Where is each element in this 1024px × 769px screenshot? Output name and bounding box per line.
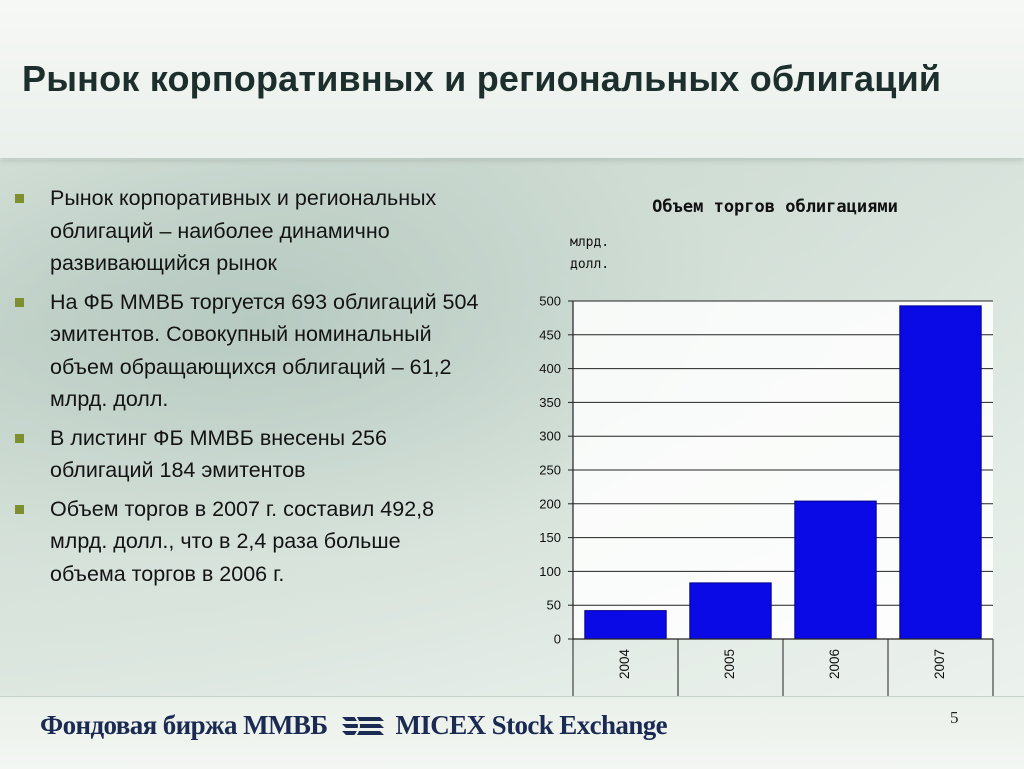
micex-logo-icon xyxy=(341,713,384,738)
bullet-text: Рынок корпоративных и региональных облиг… xyxy=(50,186,437,275)
bar-chart: 0 50 100 150 200 250 300 350 400 450 500 2004 2005 20… xyxy=(539,294,994,696)
y-axis-unit: млрд. долл. xyxy=(570,232,609,276)
y-tick-label: 500 xyxy=(539,294,561,309)
bar xyxy=(584,610,667,640)
y-tick-label: 50 xyxy=(547,598,561,613)
y-tick-label: 400 xyxy=(539,361,561,376)
x-tick-label: 2005 xyxy=(722,649,737,679)
bullet-item: В листинг ФБ ММВБ внесены 256 облигаций … xyxy=(12,422,482,487)
bar xyxy=(794,500,877,640)
bullet-item: Рынок корпоративных и региональных облиг… xyxy=(12,182,482,280)
square-bullet-icon xyxy=(15,504,24,514)
y-tick-label: 200 xyxy=(539,496,561,511)
square-bullet-icon xyxy=(15,433,24,443)
brand-name-ru: Фондовая биржа ММВБ xyxy=(40,710,328,740)
y-tick-label: 0 xyxy=(554,632,561,647)
y-tick-label: 150 xyxy=(539,530,561,545)
brand-name-en: MICEX Stock Exchange xyxy=(395,710,668,740)
chart-title: Объем торгов облигациями xyxy=(652,197,898,217)
slide-title: Рынок корпоративных и региональных облиг… xyxy=(22,58,942,99)
y-tick-label: 250 xyxy=(539,463,561,478)
square-bullet-icon xyxy=(15,194,24,203)
bullet-text: Объем торгов в 2007 г. составил 492,8 мл… xyxy=(50,496,435,586)
bullet-text: В листинг ФБ ММВБ внесены 256 облигаций … xyxy=(50,425,387,483)
bullet-item: На ФБ ММВБ торгуется 693 облигаций 504 э… xyxy=(12,286,482,416)
y-axis-unit-line: млрд. xyxy=(570,235,610,250)
bullet-list: Рынок корпоративных и региональных облиг… xyxy=(12,182,482,596)
x-tick-label: 2004 xyxy=(617,649,632,680)
y-tick-label: 300 xyxy=(539,429,561,444)
bar xyxy=(899,305,982,640)
bullet-item: Объем торгов в 2007 г. составил 492,8 мл… xyxy=(12,493,482,591)
bar xyxy=(689,582,772,640)
square-bullet-icon xyxy=(15,297,24,307)
bullet-text: На ФБ ММВБ торгуется 693 облигаций 504 э… xyxy=(50,289,479,412)
title-band: Рынок корпоративных и региональных облиг… xyxy=(0,0,1024,158)
footer-brand: Фондовая биржа ММВБ MICEX Stock Exchange xyxy=(40,710,668,741)
y-tick-label: 100 xyxy=(539,564,561,579)
x-tick-label: 2007 xyxy=(932,649,947,679)
footer-band xyxy=(0,696,1024,769)
page-number: 5 xyxy=(950,708,959,727)
y-axis-unit-line: долл. xyxy=(570,257,610,272)
y-tick-label: 450 xyxy=(539,327,561,342)
y-tick-label: 350 xyxy=(539,395,561,410)
x-tick-label: 2006 xyxy=(827,649,842,679)
